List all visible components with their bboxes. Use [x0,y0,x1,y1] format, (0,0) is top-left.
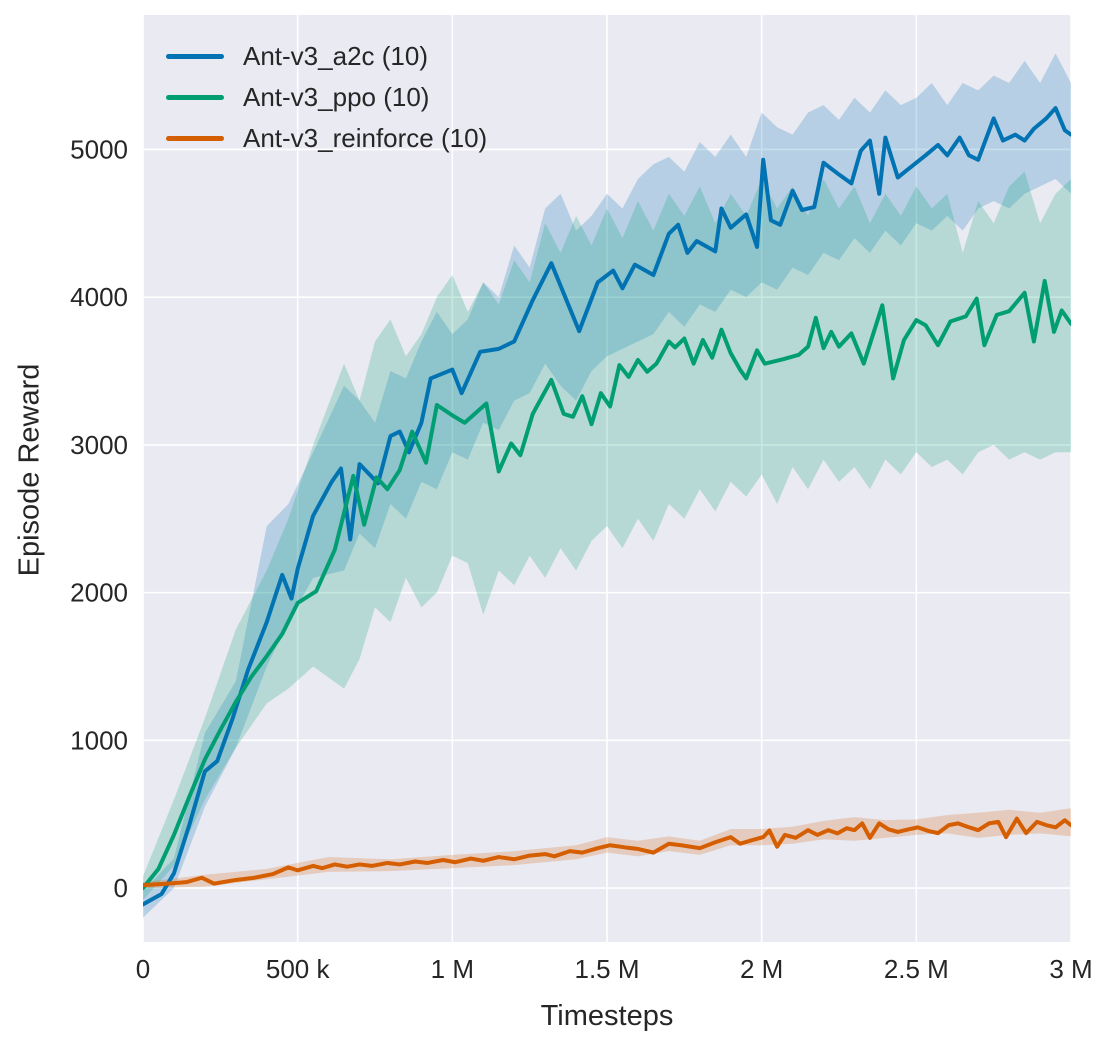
x-tick-1.5 M: 1.5 M [574,954,639,984]
legend-item-ppo: Ant-v3_ppo (10) [166,82,487,112]
x-tick-0: 0 [136,954,150,984]
x-tick-3 M: 3 M [1049,954,1092,984]
y-tick-3000: 3000 [70,430,128,460]
legend-label-a2c: Ant-v3_a2c (10) [243,41,428,71]
gridlines [142,15,1072,942]
y-tick-2000: 2000 [70,578,128,608]
legend-line-ppo-icon [166,94,224,100]
legend-line-reinforce-icon [166,135,224,141]
x-axis-label: Timesteps [540,1000,674,1032]
line-2 [143,816,1071,888]
legend-line-a2c-icon [166,53,224,59]
legend-item-reinforce: Ant-v3_reinforce (10) [166,123,487,153]
band-1 [143,171,1071,900]
x-tick-2 M: 2 M [740,954,783,984]
band-2 [143,808,1071,889]
y-tick-1000: 1000 [70,725,128,755]
legend-label-reinforce: Ant-v3_reinforce (10) [243,123,488,153]
line-1 [143,278,1071,891]
y-tick-0: 0 [114,873,128,903]
x-tick-labels: 0 500 k 1 M 1.5 M 2 M 2.5 M 3 M [136,954,1093,984]
x-tick-1 M: 1 M [431,954,474,984]
x-tick-2.5 M: 2.5 M [884,954,949,984]
legend-item-a2c: Ant-v3_a2c (10) [166,41,487,71]
legend: Ant-v3_a2c (10) Ant-v3_ppo (10) Ant-v3_r… [166,41,487,164]
y-tick-5000: 5000 [70,134,128,164]
y-tick-labels: 0 1000 2000 3000 4000 5000 [70,134,128,903]
y-axis-label: Episode Reward [13,363,46,577]
x-tick-500 k: 500 k [266,954,331,984]
line-0 [143,106,1071,907]
y-tick-4000: 4000 [70,282,128,312]
legend-label-ppo: Ant-v3_ppo (10) [243,82,430,112]
